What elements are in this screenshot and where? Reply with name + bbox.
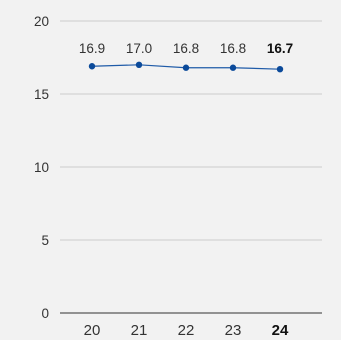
data-point: [182, 64, 190, 71]
data-label: 16.8: [173, 41, 199, 56]
gridlines: [60, 20, 322, 241]
y-tick-label: 20: [34, 14, 49, 29]
y-tick-label: 10: [34, 160, 49, 175]
data-point: [276, 65, 284, 73]
data-label: 16.9: [79, 41, 105, 56]
x-tick-label: 22: [178, 322, 195, 339]
data-label: 16.8: [220, 41, 246, 56]
x-tick-label: 21: [131, 322, 148, 339]
data-label: 16.7: [267, 41, 293, 56]
x-tick-label: 24: [272, 322, 289, 339]
data-points: [88, 61, 284, 73]
y-axis-tick-labels: 0 5 10 15 20: [34, 14, 49, 321]
x-axis-tick-labels: 20 21 22 23 24: [84, 322, 289, 339]
data-point: [229, 64, 237, 71]
x-tick-label: 20: [84, 322, 101, 339]
data-point: [135, 61, 143, 68]
data-point: [88, 63, 96, 70]
data-labels: 16.9 17.0 16.8 16.8 16.7: [79, 41, 293, 56]
x-tick-label: 23: [225, 322, 242, 339]
y-tick-label: 5: [41, 233, 49, 248]
y-tick-label: 0: [41, 306, 49, 321]
y-tick-label: 15: [34, 87, 49, 102]
data-label: 17.0: [126, 41, 152, 56]
